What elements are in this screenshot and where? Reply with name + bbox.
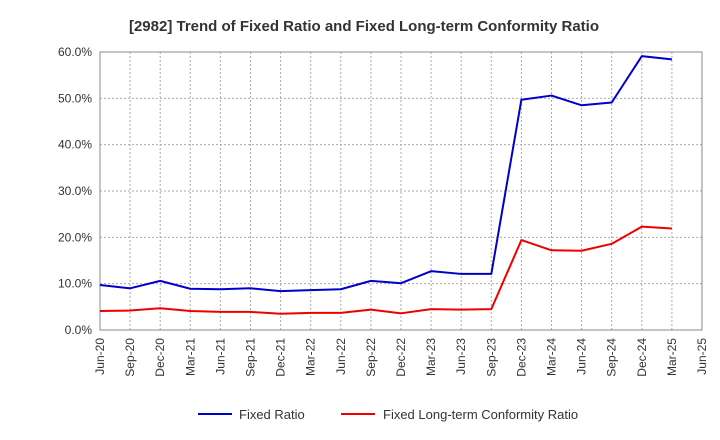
y-tick-label: 10.0% xyxy=(58,277,92,291)
chart-title: [2982] Trend of Fixed Ratio and Fixed Lo… xyxy=(129,18,599,35)
x-tick-label: Jun-21 xyxy=(213,338,227,375)
x-tick-label: Dec-22 xyxy=(394,338,408,377)
x-tick-label: Mar-25 xyxy=(665,338,679,376)
legend: Fixed Ratio Fixed Long-term Conformity Ra… xyxy=(198,407,578,422)
x-tick-label: Jun-23 xyxy=(454,338,468,375)
x-tick-label: Sep-22 xyxy=(364,338,378,377)
x-tick-label: Mar-24 xyxy=(545,338,559,376)
x-tick-label: Jun-25 xyxy=(695,338,709,375)
x-tick-label: Dec-21 xyxy=(274,338,288,377)
series xyxy=(99,55,673,315)
y-tick-label: 30.0% xyxy=(58,184,92,198)
x-tick-label: Sep-24 xyxy=(605,338,619,377)
x-tick-label: Mar-23 xyxy=(424,338,438,376)
x-tick-label: Mar-21 xyxy=(183,338,197,376)
x-tick-label: Sep-20 xyxy=(123,338,137,377)
y-tick-label: 0.0% xyxy=(65,323,93,337)
x-tick-label: Mar-22 xyxy=(304,338,318,376)
x-tick-label: Jun-20 xyxy=(93,338,107,375)
x-tick-label: Sep-21 xyxy=(244,338,258,377)
x-tick-label: Dec-24 xyxy=(635,338,649,377)
x-tick-label: Sep-23 xyxy=(484,338,498,377)
y-tick-label: 40.0% xyxy=(58,138,92,152)
y-tick-label: 20.0% xyxy=(58,230,92,244)
x-tick-label: Jun-24 xyxy=(575,338,589,375)
x-tick-label: Dec-23 xyxy=(514,338,528,377)
series-line-fixed-long-term-conformity-ratio xyxy=(99,225,672,315)
y-tick-label: 50.0% xyxy=(58,91,92,105)
x-tick-label: Jun-22 xyxy=(334,338,348,375)
legend-label: Fixed Ratio xyxy=(239,407,305,422)
x-tick-label: Dec-20 xyxy=(153,338,167,377)
axes: 0.0% 10.0% 20.0% 30.0% 40.0% 50.0% 60.0% Jun-20… xyxy=(58,45,709,377)
plot-border xyxy=(99,51,703,331)
series-line-fixed-ratio xyxy=(99,55,673,293)
y-tick-label: 60.0% xyxy=(58,45,92,59)
legend-label: Fixed Long-term Conformity Ratio xyxy=(383,407,578,422)
